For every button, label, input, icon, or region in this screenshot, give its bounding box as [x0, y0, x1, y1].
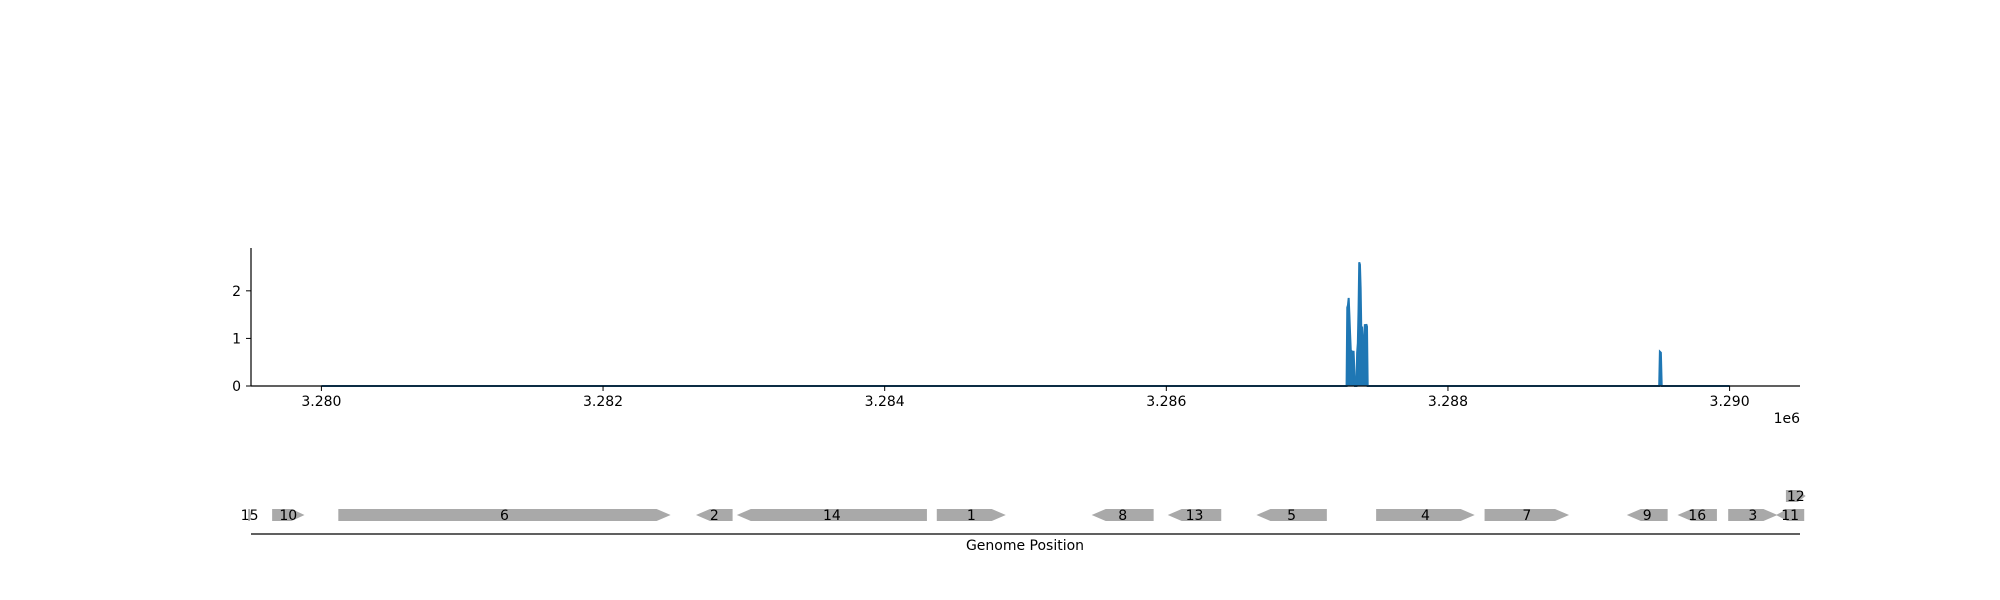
gene-label-8: 8	[1118, 508, 1127, 524]
gene-label-6: 6	[500, 508, 509, 524]
gene-track-xlabel: Genome Position	[966, 538, 1084, 554]
gene-arrow-8	[1091, 509, 1154, 521]
gene-arrow-9	[1626, 509, 1668, 521]
gene-label-1: 1	[967, 508, 976, 524]
gene-track: 15 10 6 2 14 1 8 13 5 4 7 9 16 3 11 12	[241, 489, 1806, 524]
gene-arrow-7	[1484, 509, 1570, 521]
gene-arrow-15	[248, 509, 251, 521]
gene-arrow-5	[1256, 509, 1327, 521]
gene-arrow-4	[1376, 509, 1475, 521]
y-tick-label: 0	[232, 379, 241, 395]
gene-arrow-12	[1785, 490, 1806, 502]
coverage-area	[321, 262, 1730, 386]
x-tick-label: 3.288	[1428, 394, 1468, 410]
x-tick-label: 3.282	[583, 394, 623, 410]
gene-arrow-2	[695, 509, 733, 521]
x-offset-label: 1e6	[1774, 411, 1801, 427]
coverage-line	[321, 261, 1730, 387]
gene-label-15: 15	[241, 508, 259, 524]
gene-label-14: 14	[823, 508, 841, 524]
gene-label-2: 2	[710, 508, 719, 524]
gene-arrow-10	[272, 509, 305, 521]
gene-arrow-16	[1677, 509, 1717, 521]
y-tick-label: 1	[232, 331, 241, 347]
x-tick-label: 3.280	[301, 394, 341, 410]
gene-label-13: 13	[1186, 508, 1204, 524]
gene-label-7: 7	[1522, 508, 1531, 524]
gene-arrow-6	[338, 509, 671, 521]
gene-label-3: 3	[1748, 508, 1757, 524]
gene-arrow-14	[736, 509, 927, 521]
gene-label-9: 9	[1643, 508, 1652, 524]
gene-arrow-11	[1776, 509, 1805, 521]
gene-arrow-13	[1167, 509, 1222, 521]
x-tick-label: 3.284	[865, 394, 905, 410]
y-tick-label: 2	[232, 284, 241, 300]
gene-label-10: 10	[279, 508, 297, 524]
x-tick-label: 3.286	[1146, 394, 1186, 410]
coverage-area-0	[321, 262, 1730, 386]
coverage-y-ticks: 0 1 2	[232, 284, 251, 395]
x-tick-label: 3.290	[1710, 394, 1750, 410]
gene-label-5: 5	[1287, 508, 1296, 524]
gene-arrow-3	[1728, 509, 1778, 521]
coverage-x-ticks: 3.280 3.282 3.284 3.286 3.288 3.290	[301, 386, 1750, 410]
gene-label-4: 4	[1421, 508, 1430, 524]
gene-label-11: 11	[1781, 508, 1799, 524]
gene-arrow-1	[936, 509, 1006, 521]
gene-label-16: 16	[1688, 508, 1706, 524]
gene-label-12: 12	[1787, 489, 1805, 505]
coverage-line-0	[321, 261, 1730, 387]
